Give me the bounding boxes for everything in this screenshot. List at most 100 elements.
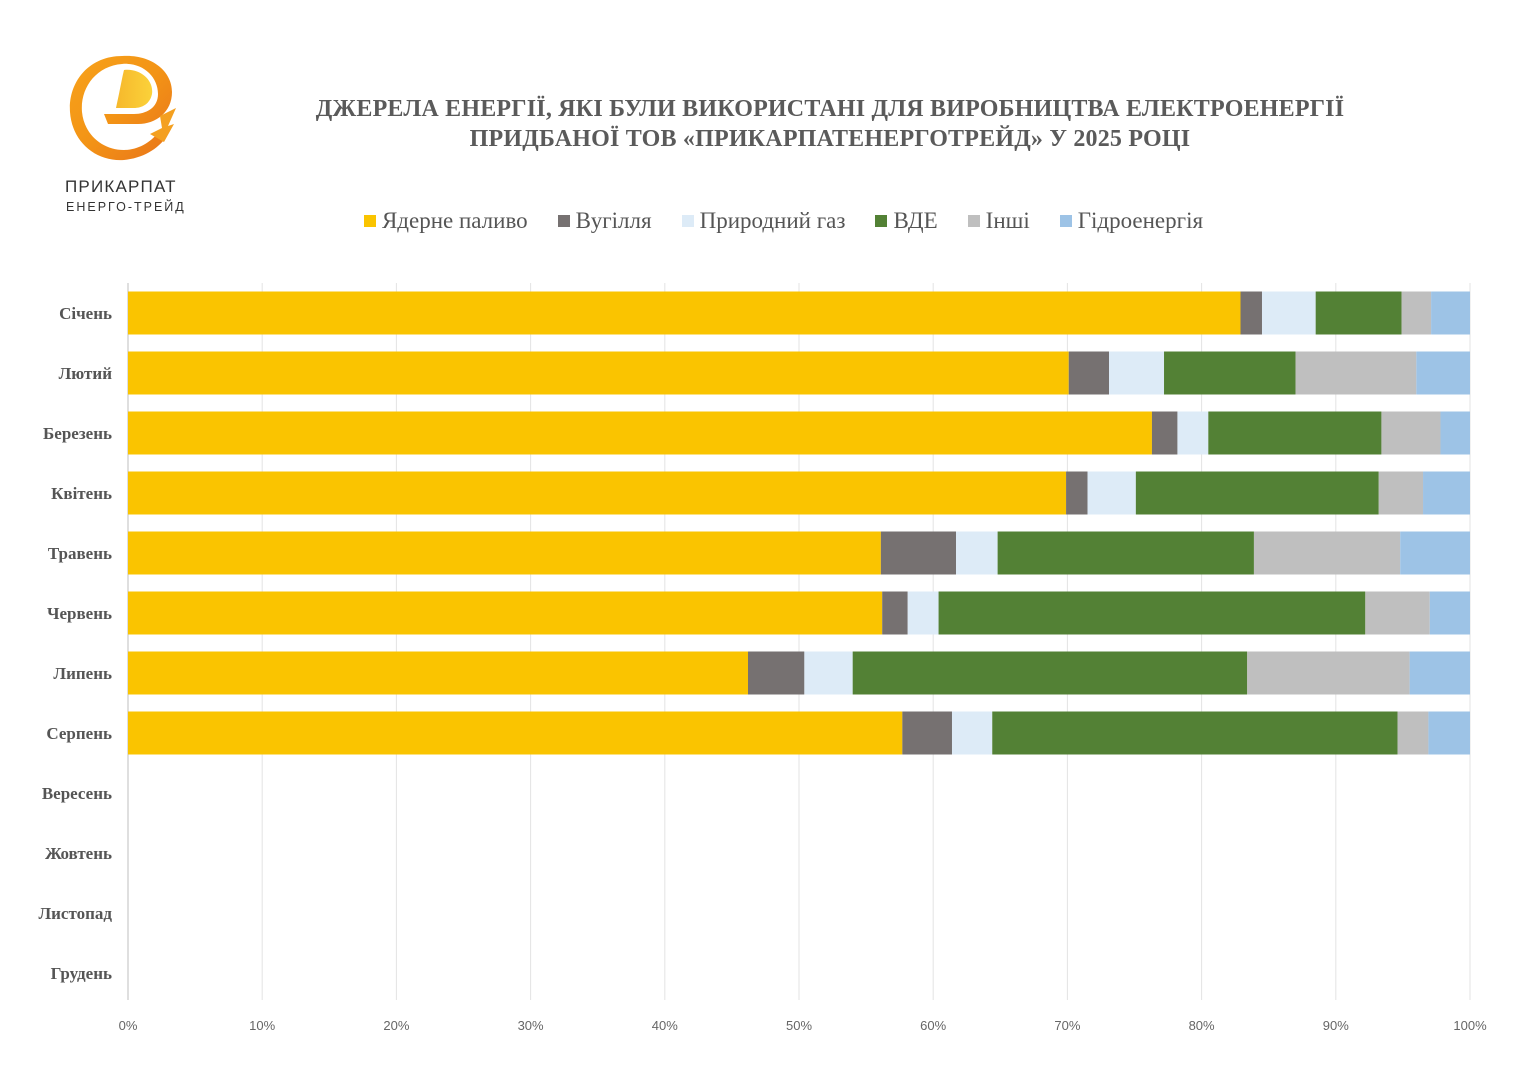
bar-segment [128,471,1067,515]
legend-swatch [1059,215,1072,227]
y-category-label: Липень [53,664,112,683]
legend-label: Ядерне паливо [381,208,528,233]
bar-segment [907,591,939,635]
legend-label: ВДЕ [893,208,938,233]
legend-swatch [681,215,694,227]
legend-swatch [875,215,888,227]
legend-item: Гідроенергія [1059,208,1204,234]
bar-segment [1381,411,1441,455]
bar-segment [1240,291,1262,335]
legend-label: Вугілля [575,208,652,233]
y-category-label: Вересень [42,784,112,803]
bar-segment [128,351,1069,395]
bar-segment [938,591,1366,635]
legend-label: Інші [985,208,1030,233]
gridlines [127,283,1471,1000]
bar-segment [1164,351,1296,395]
y-category-label: Грудень [51,964,112,983]
bar-segment [748,651,805,695]
y-category-label: Серпень [46,724,112,743]
legend-swatch [363,215,376,227]
y-category-label: Жовтень [45,844,112,863]
bar-segment [1428,711,1470,755]
bar-segment [1208,411,1382,455]
y-category-label: Березень [43,424,112,443]
y-axis-labels: Січень Лютий Березень Квітень Травень Червень… [38,304,112,983]
bar-segment [1295,351,1417,395]
legend-swatch [557,215,570,227]
bar-segment [1261,291,1316,335]
bar-segment [1365,591,1430,635]
y-category-label: Квітень [51,484,112,503]
x-tick-label: 50% [786,1018,812,1033]
bar-segment [1423,471,1470,515]
x-tick-label: 90% [1323,1018,1349,1033]
bar-segment [1440,411,1470,455]
bar-segment [1247,651,1410,695]
bar-segment [1416,351,1470,395]
bar-segment [951,711,993,755]
bar-segment [128,411,1152,455]
bar-segment [1429,591,1470,635]
bar-segment [128,591,883,635]
x-tick-label: 100% [1453,1018,1487,1033]
y-category-label: Травень [48,544,112,563]
legend-item: Інші [967,208,1030,234]
bar-segment [1253,531,1401,575]
bar-segment [128,531,881,575]
bar-segment [804,651,853,695]
bar-segment [956,531,998,575]
legend-item: ВДЕ [875,208,938,234]
logo-text-line2: ЕНЕРГО-ТРЕЙД [66,200,186,214]
legend-item: Природний газ [681,208,846,234]
bars [128,291,1470,755]
bar-segment [852,651,1248,695]
bar-segment [1431,291,1470,335]
bar-segment [1151,411,1178,455]
bar-segment [992,711,1398,755]
x-tick-label: 60% [920,1018,946,1033]
bar-segment [1378,471,1424,515]
x-tick-label: 80% [1189,1018,1215,1033]
legend-item: Ядерне паливо [363,208,528,234]
bar-segment [1177,411,1209,455]
logo-e-icon [69,55,176,161]
y-category-label: Січень [59,304,112,323]
x-tick-label: 0% [119,1018,138,1033]
chart-title-line1: ДЖЕРЕЛА ЕНЕРГІЇ, ЯКІ БУЛИ ВИКОРИСТАНІ ДЛ… [315,96,1345,122]
bar-segment [1087,471,1136,515]
bar-segment [1315,291,1402,335]
chart-title-line2: ПРИДБАНОЇ ТОВ «ПРИКАРПАТЕНЕРГОТРЕЙД» У 2… [469,126,1191,152]
bar-segment [128,711,903,755]
bar-segment [1401,291,1432,335]
x-tick-label: 20% [383,1018,409,1033]
bar-segment [997,531,1254,575]
legend-label: Гідроенергія [1077,208,1204,233]
company-logo: ПРИКАРПАТ ЕНЕРГО-ТРЕЙД [58,50,188,220]
bar-segment [880,531,957,575]
x-tick-label: 30% [518,1018,544,1033]
y-category-label: Червень [47,604,112,623]
x-tick-label: 70% [1054,1018,1080,1033]
logo-text-line1: ПРИКАРПАТ [65,177,177,196]
x-tick-label: 10% [249,1018,275,1033]
bar-segment [128,291,1241,335]
y-category-label: Листопад [38,904,112,923]
bar-segment [1409,651,1470,695]
chart-legend: Ядерне паливо Вугілля Природний газ ВДЕ … [0,208,1527,234]
bar-segment [902,711,952,755]
bar-segment [1066,471,1088,515]
bar-segment [128,651,749,695]
legend-label: Природний газ [699,208,846,233]
legend-item: Вугілля [557,208,652,234]
bar-segment [1397,711,1429,755]
y-category-label: Лютий [59,364,113,383]
x-tick-label: 40% [652,1018,678,1033]
bar-segment [1109,351,1165,395]
x-axis-labels: 0% 10% 20% 30% 40% 50% 60% 70% 80% 90% 100% [119,1018,1487,1033]
legend-swatch [967,215,980,227]
bar-segment [882,591,908,635]
bar-segment [1135,471,1379,515]
bar-segment [1068,351,1110,395]
